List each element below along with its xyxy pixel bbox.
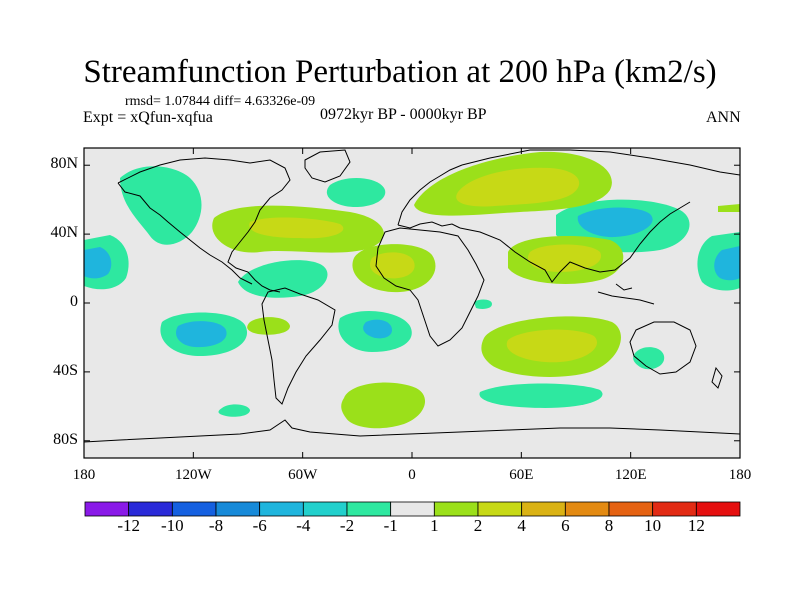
coast-africa — [375, 227, 485, 347]
experiment-label: Expt = xQfun-xqfua — [83, 109, 213, 126]
contour-arabia-core — [527, 244, 602, 272]
colorbar-label: 4 — [517, 516, 526, 535]
contour-saharan-core — [369, 252, 415, 279]
colorbar-label: -6 — [252, 516, 267, 535]
contour-layer — [84, 151, 740, 429]
season-label: ANN — [706, 109, 741, 126]
colorbar-label: 1 — [430, 516, 439, 535]
contour-east-pacific-low — [238, 260, 328, 298]
period-label: 0972kyr BP - 0000kyr BP — [320, 106, 487, 123]
x-tick-label: 180 — [72, 467, 96, 483]
colorbar-label: -8 — [208, 516, 224, 535]
colorbar-label: 12 — [687, 516, 705, 535]
colorbar-label: -1 — [383, 516, 398, 535]
colorbar-swatch — [652, 501, 697, 517]
contour-eurasia-core — [456, 167, 580, 207]
coast-south-america — [261, 287, 336, 405]
x-tick-label: 120E — [614, 467, 647, 483]
y-tick-label: 0 — [70, 293, 78, 310]
figure-title: Streamfunction Perturbation at 200 hPa (… — [83, 54, 717, 90]
contour-central-pacific-core — [84, 247, 112, 279]
colorbar-label: -4 — [296, 516, 311, 535]
y-tick-label: 40N — [50, 224, 78, 242]
contour-north-atlantic-low — [326, 177, 386, 208]
colorbar-swatch — [521, 501, 566, 517]
coast-greenland — [304, 149, 351, 183]
colorbar-swatch — [390, 501, 435, 517]
colorbar-swatch — [477, 501, 523, 517]
stats-text: rmsd= 1.07844 diff= 4.63326e-09 — [125, 94, 316, 109]
colorbar-label: -12 — [117, 516, 140, 535]
colorbar-label: -10 — [160, 516, 184, 535]
y-tick-label: 80N — [50, 155, 78, 173]
x-tick-label: 120W — [174, 467, 212, 483]
contour-us-high-core — [249, 217, 344, 239]
x-tick-label: 0 — [408, 467, 416, 483]
axis-ticks — [83, 148, 741, 458]
coast-antarctica — [84, 419, 740, 443]
y-tick-label: 40S — [53, 361, 78, 379]
colorbar-label: 6 — [561, 516, 570, 535]
contour-small-high-b — [718, 204, 740, 212]
colorbar-swatch — [84, 501, 130, 517]
y-tick-label: 80S — [53, 430, 78, 448]
coast-australia — [629, 321, 697, 375]
contour-east-asia-core — [577, 207, 653, 238]
coast-maritime — [597, 283, 655, 305]
colorbar-swatch — [171, 501, 217, 517]
contour-small-high-a — [247, 317, 290, 335]
colorbar-swatch — [128, 501, 173, 517]
colorbar-swatch — [302, 501, 348, 517]
colorbar-swatch — [259, 501, 304, 517]
contour-southern-ocean-low — [479, 383, 603, 408]
contour-south-atlantic-core — [363, 319, 392, 339]
contour-small-low-a — [218, 404, 250, 417]
contour-australia-low — [633, 347, 665, 370]
contour-southern-ocean-high — [341, 382, 426, 429]
coast-new-zealand — [711, 366, 723, 389]
colorbar-label: 10 — [644, 516, 662, 535]
contour-west-pacific-core — [714, 246, 740, 281]
colorbar-label: -2 — [339, 516, 355, 535]
coastlines — [84, 149, 740, 443]
coast-north-america — [117, 157, 291, 293]
x-tick-label: 60W — [288, 467, 318, 483]
colorbar-swatch — [564, 501, 610, 517]
colorbar-label: 2 — [473, 516, 483, 535]
contour-ne-pacific-low — [120, 166, 202, 245]
colorbar-swatch — [346, 501, 392, 517]
coast-asia — [459, 149, 740, 283]
contour-indian-ocean-core — [506, 329, 597, 363]
x-tick-label: 60E — [509, 467, 534, 483]
colorbar-swatch — [215, 501, 261, 517]
x-tick-label: 180 — [728, 467, 752, 483]
coast-europe — [397, 164, 463, 229]
contour-south-pacific-core — [175, 321, 227, 348]
colorbar-label: 8 — [604, 516, 614, 535]
contour-small-low-b — [474, 299, 492, 309]
contour-hawaii-low — [150, 174, 169, 194]
colorbar-swatch — [433, 501, 479, 517]
colorbar-swatch — [608, 501, 654, 517]
colorbar-swatch — [695, 501, 741, 517]
